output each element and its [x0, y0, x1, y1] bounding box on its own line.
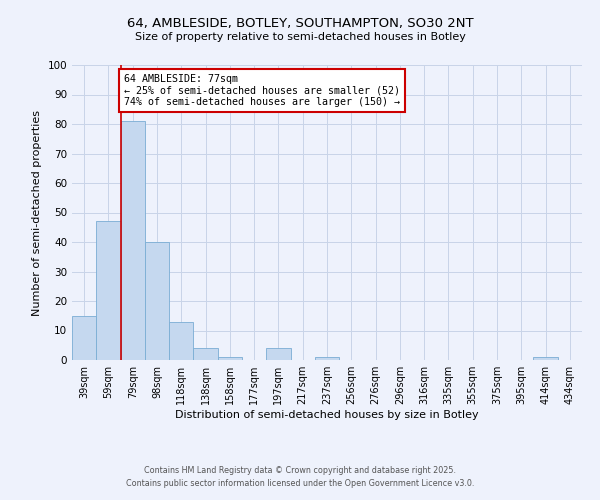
Bar	[121, 121, 145, 360]
Y-axis label: Number of semi-detached properties: Number of semi-detached properties	[32, 110, 42, 316]
Text: Contains HM Land Registry data © Crown copyright and database right 2025.
Contai: Contains HM Land Registry data © Crown c…	[126, 466, 474, 487]
Bar	[315, 357, 339, 360]
Text: Size of property relative to semi-detached houses in Botley: Size of property relative to semi-detach…	[134, 32, 466, 42]
Bar	[266, 348, 290, 360]
Bar	[96, 222, 121, 360]
Bar	[169, 322, 193, 360]
Bar	[218, 357, 242, 360]
X-axis label: Distribution of semi-detached houses by size in Botley: Distribution of semi-detached houses by …	[175, 410, 479, 420]
Text: 64, AMBLESIDE, BOTLEY, SOUTHAMPTON, SO30 2NT: 64, AMBLESIDE, BOTLEY, SOUTHAMPTON, SO30…	[127, 18, 473, 30]
Bar	[72, 316, 96, 360]
Bar	[533, 357, 558, 360]
Bar	[145, 242, 169, 360]
Text: 64 AMBLESIDE: 77sqm
← 25% of semi-detached houses are smaller (52)
74% of semi-d: 64 AMBLESIDE: 77sqm ← 25% of semi-detach…	[124, 74, 400, 107]
Bar	[193, 348, 218, 360]
